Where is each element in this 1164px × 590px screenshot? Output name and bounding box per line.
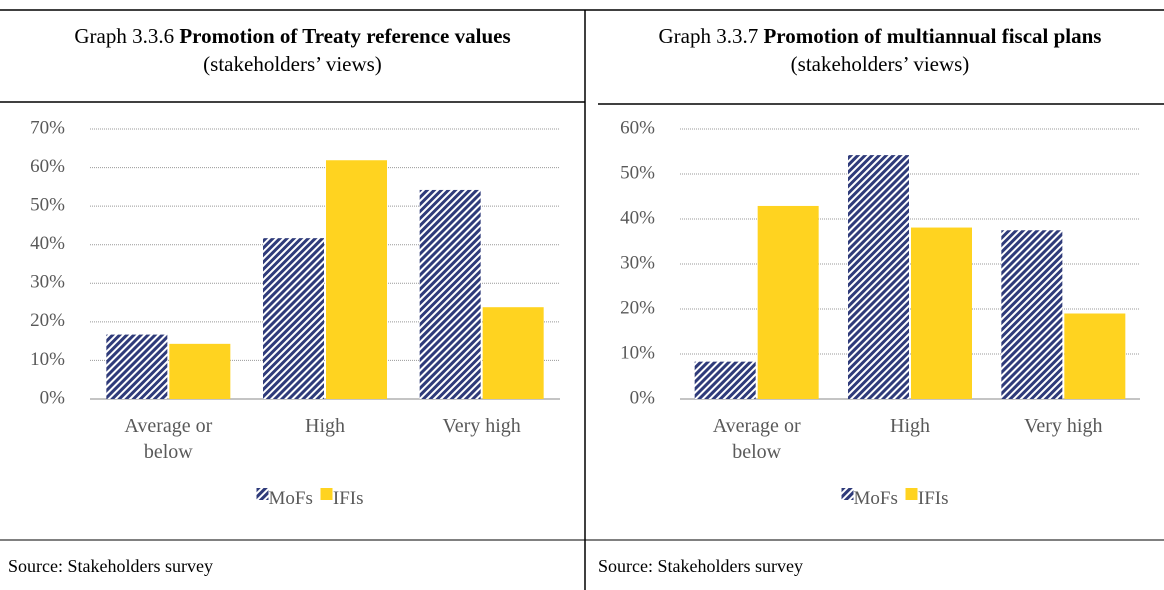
legend-marker [320,488,333,500]
legend-label: MoFs [268,488,313,509]
bar [694,361,756,399]
bar [419,189,481,399]
x-tick-label: Average or below [692,413,822,465]
bar [1001,230,1063,399]
x-tick-text: Average or below [712,415,801,463]
legend-swatch [256,488,269,500]
y-tick-label: 60% [620,117,655,138]
bar [482,307,544,399]
y-tick-label: 0% [40,387,66,408]
bar [263,238,324,399]
source-text: Source: Stakeholders survey [8,556,213,576]
bar [326,160,387,399]
y-tick-label: 10% [620,342,655,363]
graph-number: Graph 3.3.7 [658,24,759,48]
x-tick-text: Average or below [124,415,213,463]
legend-item: IFIs [905,488,949,510]
y-tick-label: 50% [620,162,655,183]
y-tick-label: 30% [620,252,655,273]
y-tick-label: 20% [620,297,655,318]
chart-header: Graph 3.3.6 Promotion of Treaty referenc… [15,22,570,78]
graph-number: Graph 3.3.6 [74,24,175,48]
bar [848,155,909,399]
legend-item: MoFs [841,488,898,510]
bar [911,227,972,399]
x-tick-text: Very high [1024,415,1103,437]
y-tick-label: 20% [30,310,65,331]
y-tick-label: 70% [30,117,65,138]
x-tick-text: Very high [442,415,521,437]
x-tick-text: High [305,415,345,437]
x-tick-label: High [260,413,390,439]
legend-swatch [841,488,854,500]
y-tick-label: 10% [30,349,65,370]
y-tick-label: 40% [30,233,65,254]
source-text: Source: Stakeholders survey [598,556,803,576]
legend-label: MoFs [853,488,898,509]
legend-swatch [320,488,333,500]
x-tick-label: High [845,413,975,439]
legend-label: IFIs [917,488,949,509]
chart-title: Promotion of Treaty reference values [179,24,511,48]
y-tick-label: 30% [30,272,65,293]
y-tick-label: 40% [620,207,655,228]
legend-label: IFIs [332,488,364,509]
chart-subtitle: (stakeholders’ views) [203,52,382,76]
chart-title: Promotion of multiannual fiscal plans [763,24,1102,48]
bar [1064,313,1126,399]
y-tick-label: 0% [630,387,656,408]
y-tick-label: 60% [30,156,65,177]
bar [106,334,168,399]
chart-header: Graph 3.3.7 Promotion of multiannual fis… [645,22,1115,78]
legend: MoFs IFIs [256,488,364,510]
source: Source: Stakeholders survey [8,556,213,577]
bar [757,205,819,399]
source: Source: Stakeholders survey [598,556,803,577]
x-tick-label: Very high [998,413,1128,439]
legend-marker [905,488,918,500]
x-tick-label: Average or below [103,413,233,465]
legend-item: IFIs [320,488,364,510]
bar [169,343,231,399]
legend-marker [256,488,269,500]
legend-swatch [905,488,918,500]
chart-subtitle: (stakeholders’ views) [790,52,970,76]
legend-item: MoFs [256,488,313,510]
legend-marker [841,488,854,500]
y-tick-label: 50% [30,195,65,216]
legend: MoFs IFIs [841,488,949,510]
x-tick-label: Very high [417,413,547,439]
x-tick-text: High [890,415,930,437]
